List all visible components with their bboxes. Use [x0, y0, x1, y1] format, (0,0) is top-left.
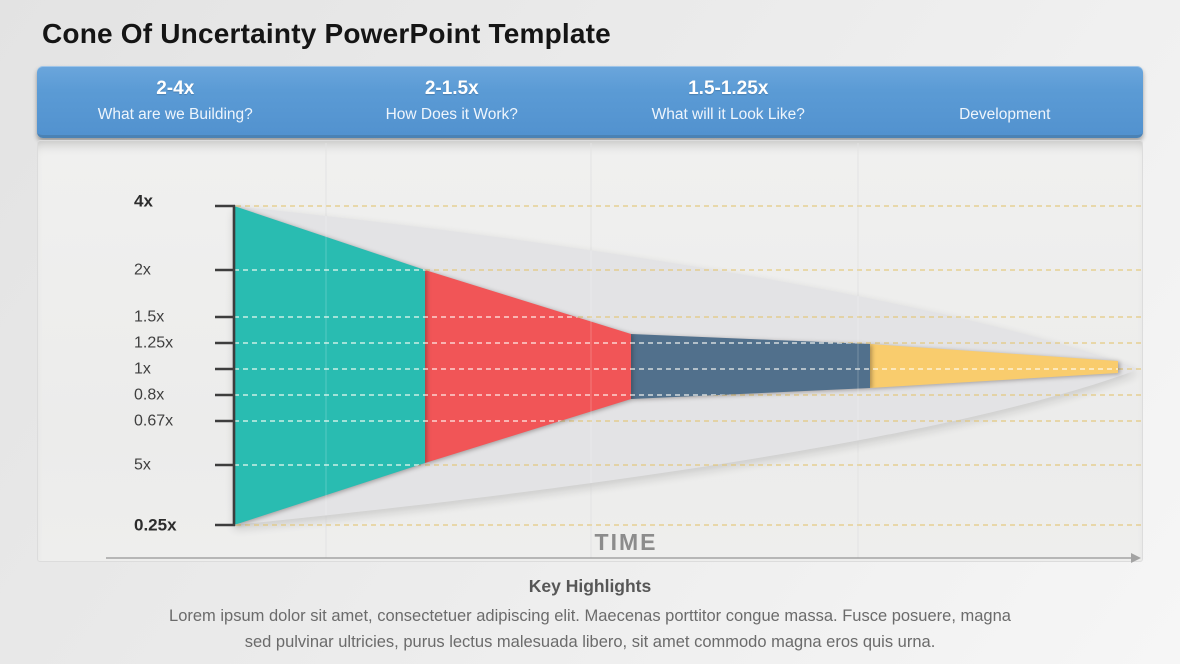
phase-cell-1: 2-4x What are we Building? [37, 66, 314, 135]
cone-chart-area: 4x 2x 1.5x 1.25x 1x 0.8x 0.67x 5x 0.25x … [37, 140, 1143, 563]
y-tick-label-1-5x: 1.5x [134, 309, 164, 326]
phase-4-multiplier [867, 76, 1144, 102]
time-axis: TIME [106, 529, 1141, 563]
phase-header-bar: 2-4x What are we Building? 2-1.5x How Do… [37, 66, 1143, 138]
time-axis-label: TIME [595, 529, 658, 555]
y-tick-label-0-8x: 0.8x [134, 387, 164, 404]
funnel-segment-how-work [425, 270, 631, 463]
funnel-segment-development [870, 344, 1118, 388]
key-highlights-heading: Key Highlights [528, 576, 652, 596]
funnel-segment-building [234, 206, 425, 525]
key-highlights-line-2: sed pulvinar ultricies, purus lectus mal… [244, 633, 936, 651]
y-tick-label-4x: 4x [134, 192, 153, 211]
phase-3-multiplier: 1.5-1.25x [688, 78, 769, 99]
y-tick-label-2x: 2x [134, 262, 151, 279]
y-tick-label-1x: 1x [134, 361, 151, 378]
y-axis [215, 204, 236, 527]
phase-cell-4: Development [867, 66, 1144, 135]
phase-1-multiplier: 2-4x [156, 78, 195, 99]
y-tick-label-0-67x: 0.67x [134, 413, 173, 430]
funnel-segment-look-like [631, 334, 870, 399]
phase-4-question: Development [959, 106, 1051, 123]
phase-2-multiplier: 2-1.5x [424, 78, 479, 99]
y-axis-tick-marks [215, 204, 235, 527]
phase-3-question: What will it Look Like? [651, 106, 805, 123]
time-axis-arrow-icon [1131, 553, 1141, 563]
phase-2-question: How Does it Work? [385, 106, 518, 123]
phase-cell-2: 2-1.5x How Does it Work? [314, 66, 591, 135]
key-highlights-line-1: Lorem ipsum dolor sit amet, consectetuer… [169, 607, 1011, 625]
page-title: Cone Of Uncertainty PowerPoint Template [42, 18, 611, 49]
cone-chart-svg: 4x 2x 1.5x 1.25x 1x 0.8x 0.67x 5x 0.25x … [106, 143, 1141, 563]
y-tick-label-0-5x: 5x [134, 457, 151, 474]
key-highlights-section: Key Highlights Lorem ipsum dolor sit ame… [40, 576, 1140, 655]
phase-divider-overlay [325, 143, 859, 558]
y-tick-label-0-25x: 0.25x [134, 516, 177, 535]
y-tick-label-1-25x: 1.25x [134, 335, 173, 352]
phase-1-question: What are we Building? [97, 106, 253, 123]
phase-cell-3: 1.5-1.25x What will it Look Like? [590, 66, 867, 135]
